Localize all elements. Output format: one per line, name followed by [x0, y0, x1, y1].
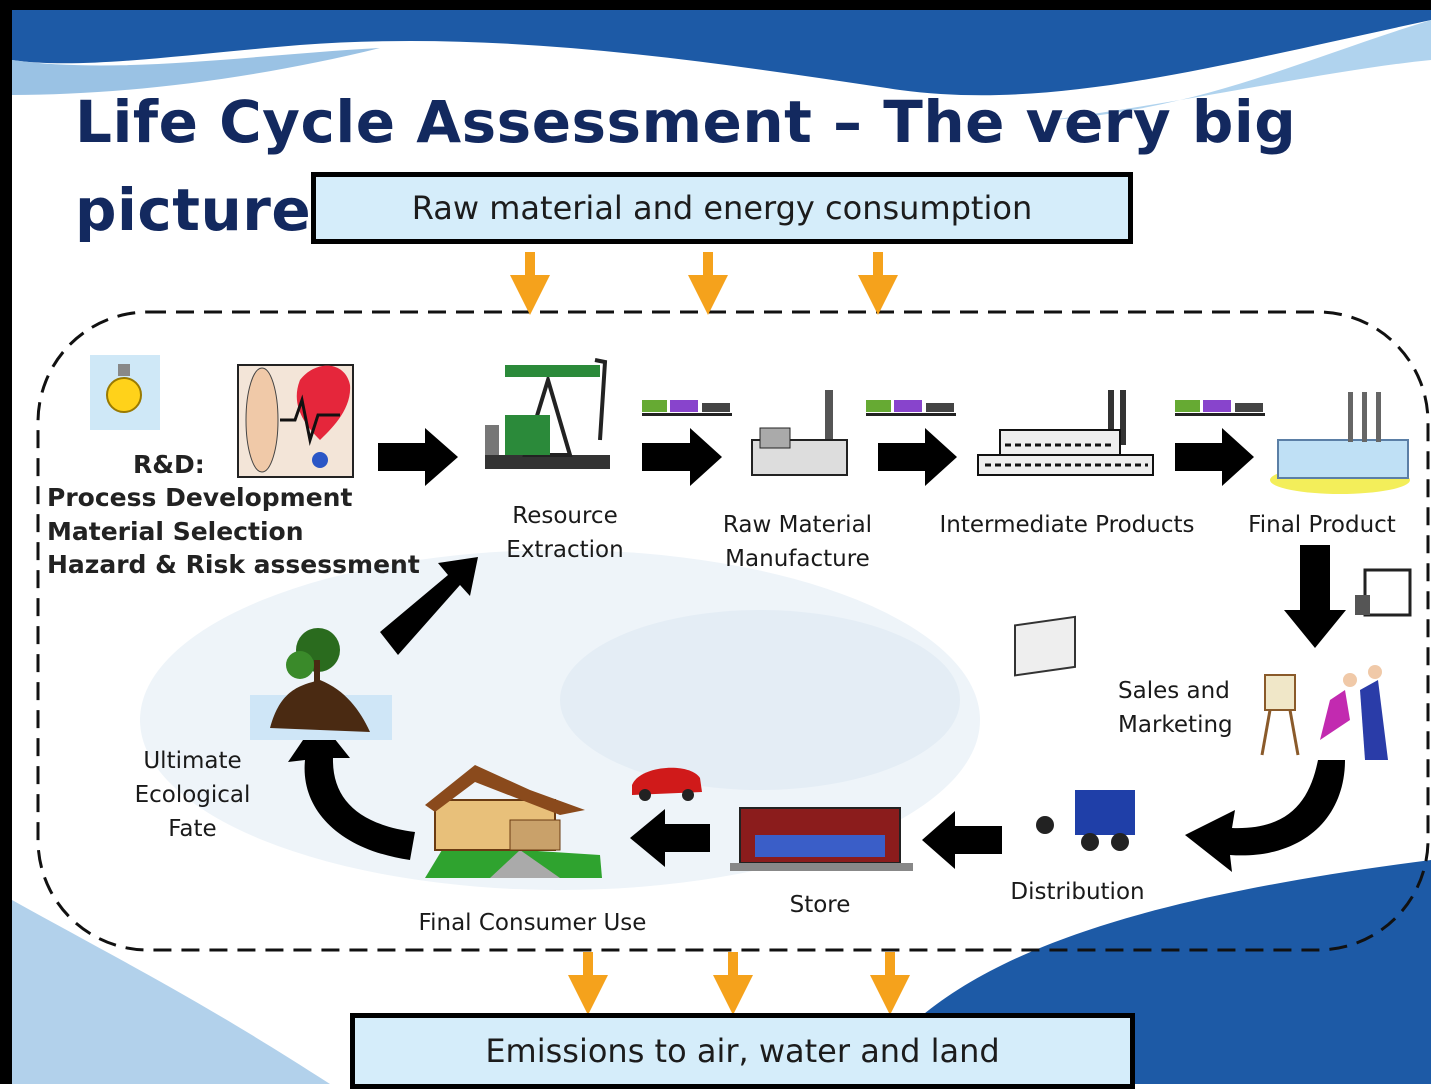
output-box: Emissions to air, water and land	[350, 1013, 1135, 1089]
stage-label: Resource Extraction	[495, 499, 635, 567]
rd-item: Process Development	[47, 481, 352, 515]
input-box: Raw material and energy consumption	[311, 172, 1133, 244]
icon-lightbulb	[90, 355, 160, 430]
stage-label: Final Consumer Use	[395, 906, 670, 940]
swirl-2	[560, 610, 960, 790]
stage-label: Raw Material Manufacture	[700, 508, 895, 576]
slide: Life Cycle Assessment – The very big pic…	[0, 0, 1431, 1084]
rd-heading: R&D:	[133, 448, 205, 482]
icon-store	[730, 808, 913, 871]
stage-label: Distribution	[995, 875, 1160, 909]
stage-label: Intermediate Products	[922, 508, 1212, 542]
stage-label: Store	[760, 888, 880, 922]
icon-health	[238, 365, 353, 477]
stage-label: Ultimate Ecological Fate	[120, 744, 265, 846]
stage-label: Final Product	[1232, 508, 1412, 542]
frame-top	[0, 0, 1431, 10]
rd-item: Hazard & Risk assessment	[47, 548, 420, 582]
rd-item: Material Selection	[47, 515, 304, 549]
frame-left	[0, 0, 12, 1084]
stage-label: Sales and Marketing	[1118, 674, 1253, 742]
